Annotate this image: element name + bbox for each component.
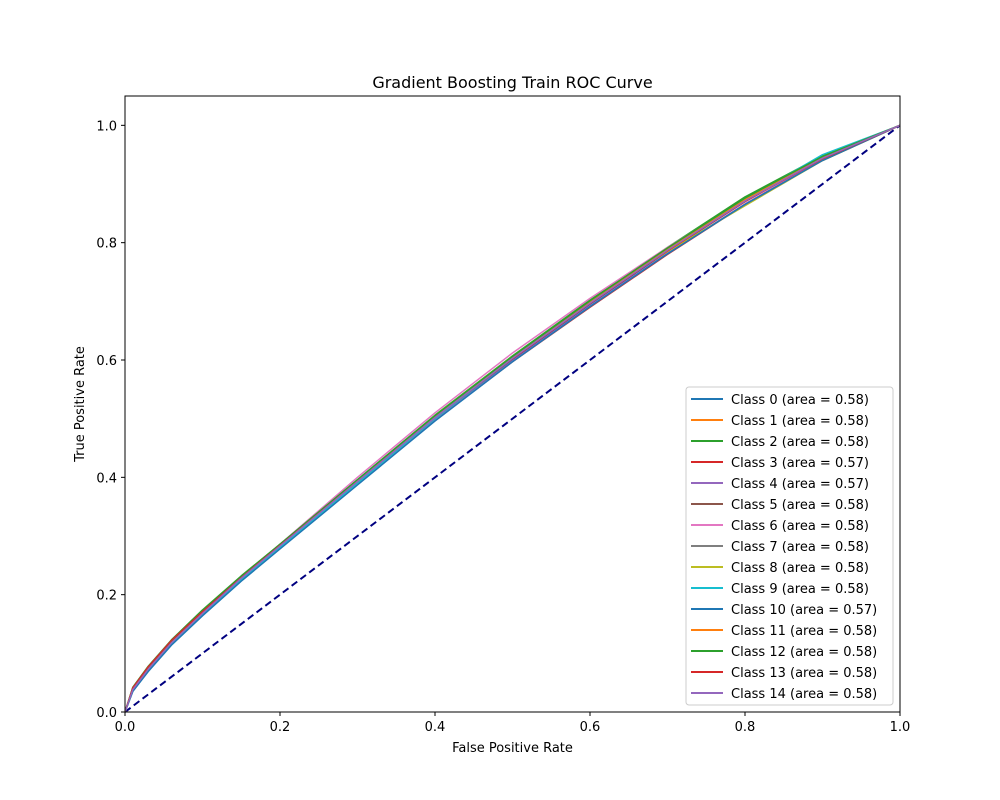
x-axis-label: False Positive Rate xyxy=(452,741,573,756)
x-tick-label: 0.6 xyxy=(580,720,601,735)
y-axis-label: True Positive Rate xyxy=(73,346,88,463)
y-tick-label: 0.0 xyxy=(96,706,117,721)
legend-label: Class 4 (area = 0.57) xyxy=(731,477,869,492)
y-tick-label: 0.2 xyxy=(96,589,117,604)
roc-curve-class-10 xyxy=(124,124,901,713)
legend-label: Class 7 (area = 0.58) xyxy=(731,540,869,555)
chart-title: Gradient Boosting Train ROC Curve xyxy=(372,73,652,92)
x-tick-label: 0.8 xyxy=(735,720,756,735)
chance-diagonal-line xyxy=(124,124,901,713)
legend-label: Class 2 (area = 0.58) xyxy=(731,435,869,450)
legend-label: Class 0 (area = 0.58) xyxy=(731,393,869,408)
axis-ticks: 0.0 0.2 0.4 0.6 0.8 1.0 0.0 0.2 0.4 0.6 0.8 1.0 xyxy=(96,119,910,735)
plot-frame xyxy=(124,95,901,713)
legend-label: Class 11 (area = 0.58) xyxy=(731,624,877,639)
y-tick-label: 1.0 xyxy=(96,119,117,134)
x-tick-label: 0.4 xyxy=(425,720,446,735)
legend-label: Class 8 (area = 0.58) xyxy=(731,561,869,576)
x-tick-label: 0.2 xyxy=(270,720,291,735)
legend-label: Class 1 (area = 0.58) xyxy=(731,414,869,429)
legend-label: Class 12 (area = 0.58) xyxy=(731,645,877,660)
y-tick-label: 0.6 xyxy=(96,354,117,369)
y-tick-label: 0.4 xyxy=(96,471,117,486)
x-tick-label: 1.0 xyxy=(890,720,911,735)
series-layer xyxy=(124,124,901,713)
legend-label: Class 14 (area = 0.58) xyxy=(731,687,877,702)
legend-label: Class 9 (area = 0.58) xyxy=(731,582,869,597)
x-tick-label: 0.0 xyxy=(115,720,136,735)
legend-label: Class 5 (area = 0.58) xyxy=(731,498,869,513)
legend-label: Class 13 (area = 0.58) xyxy=(731,666,877,681)
legend: Class 0 (area = 0.58) Class 1 (area = 0.5… xyxy=(685,386,894,706)
legend-label: Class 3 (area = 0.57) xyxy=(731,456,869,471)
legend-label: Class 10 (area = 0.57) xyxy=(731,603,877,618)
legend-entries: Class 0 (area = 0.58) Class 1 (area = 0.5… xyxy=(691,393,877,702)
roc-curve-class-14 xyxy=(124,124,901,713)
y-tick-label: 0.8 xyxy=(96,237,117,252)
legend-label: Class 6 (area = 0.58) xyxy=(731,519,869,534)
reference-line-layer xyxy=(124,124,901,713)
legend-box xyxy=(685,386,894,706)
